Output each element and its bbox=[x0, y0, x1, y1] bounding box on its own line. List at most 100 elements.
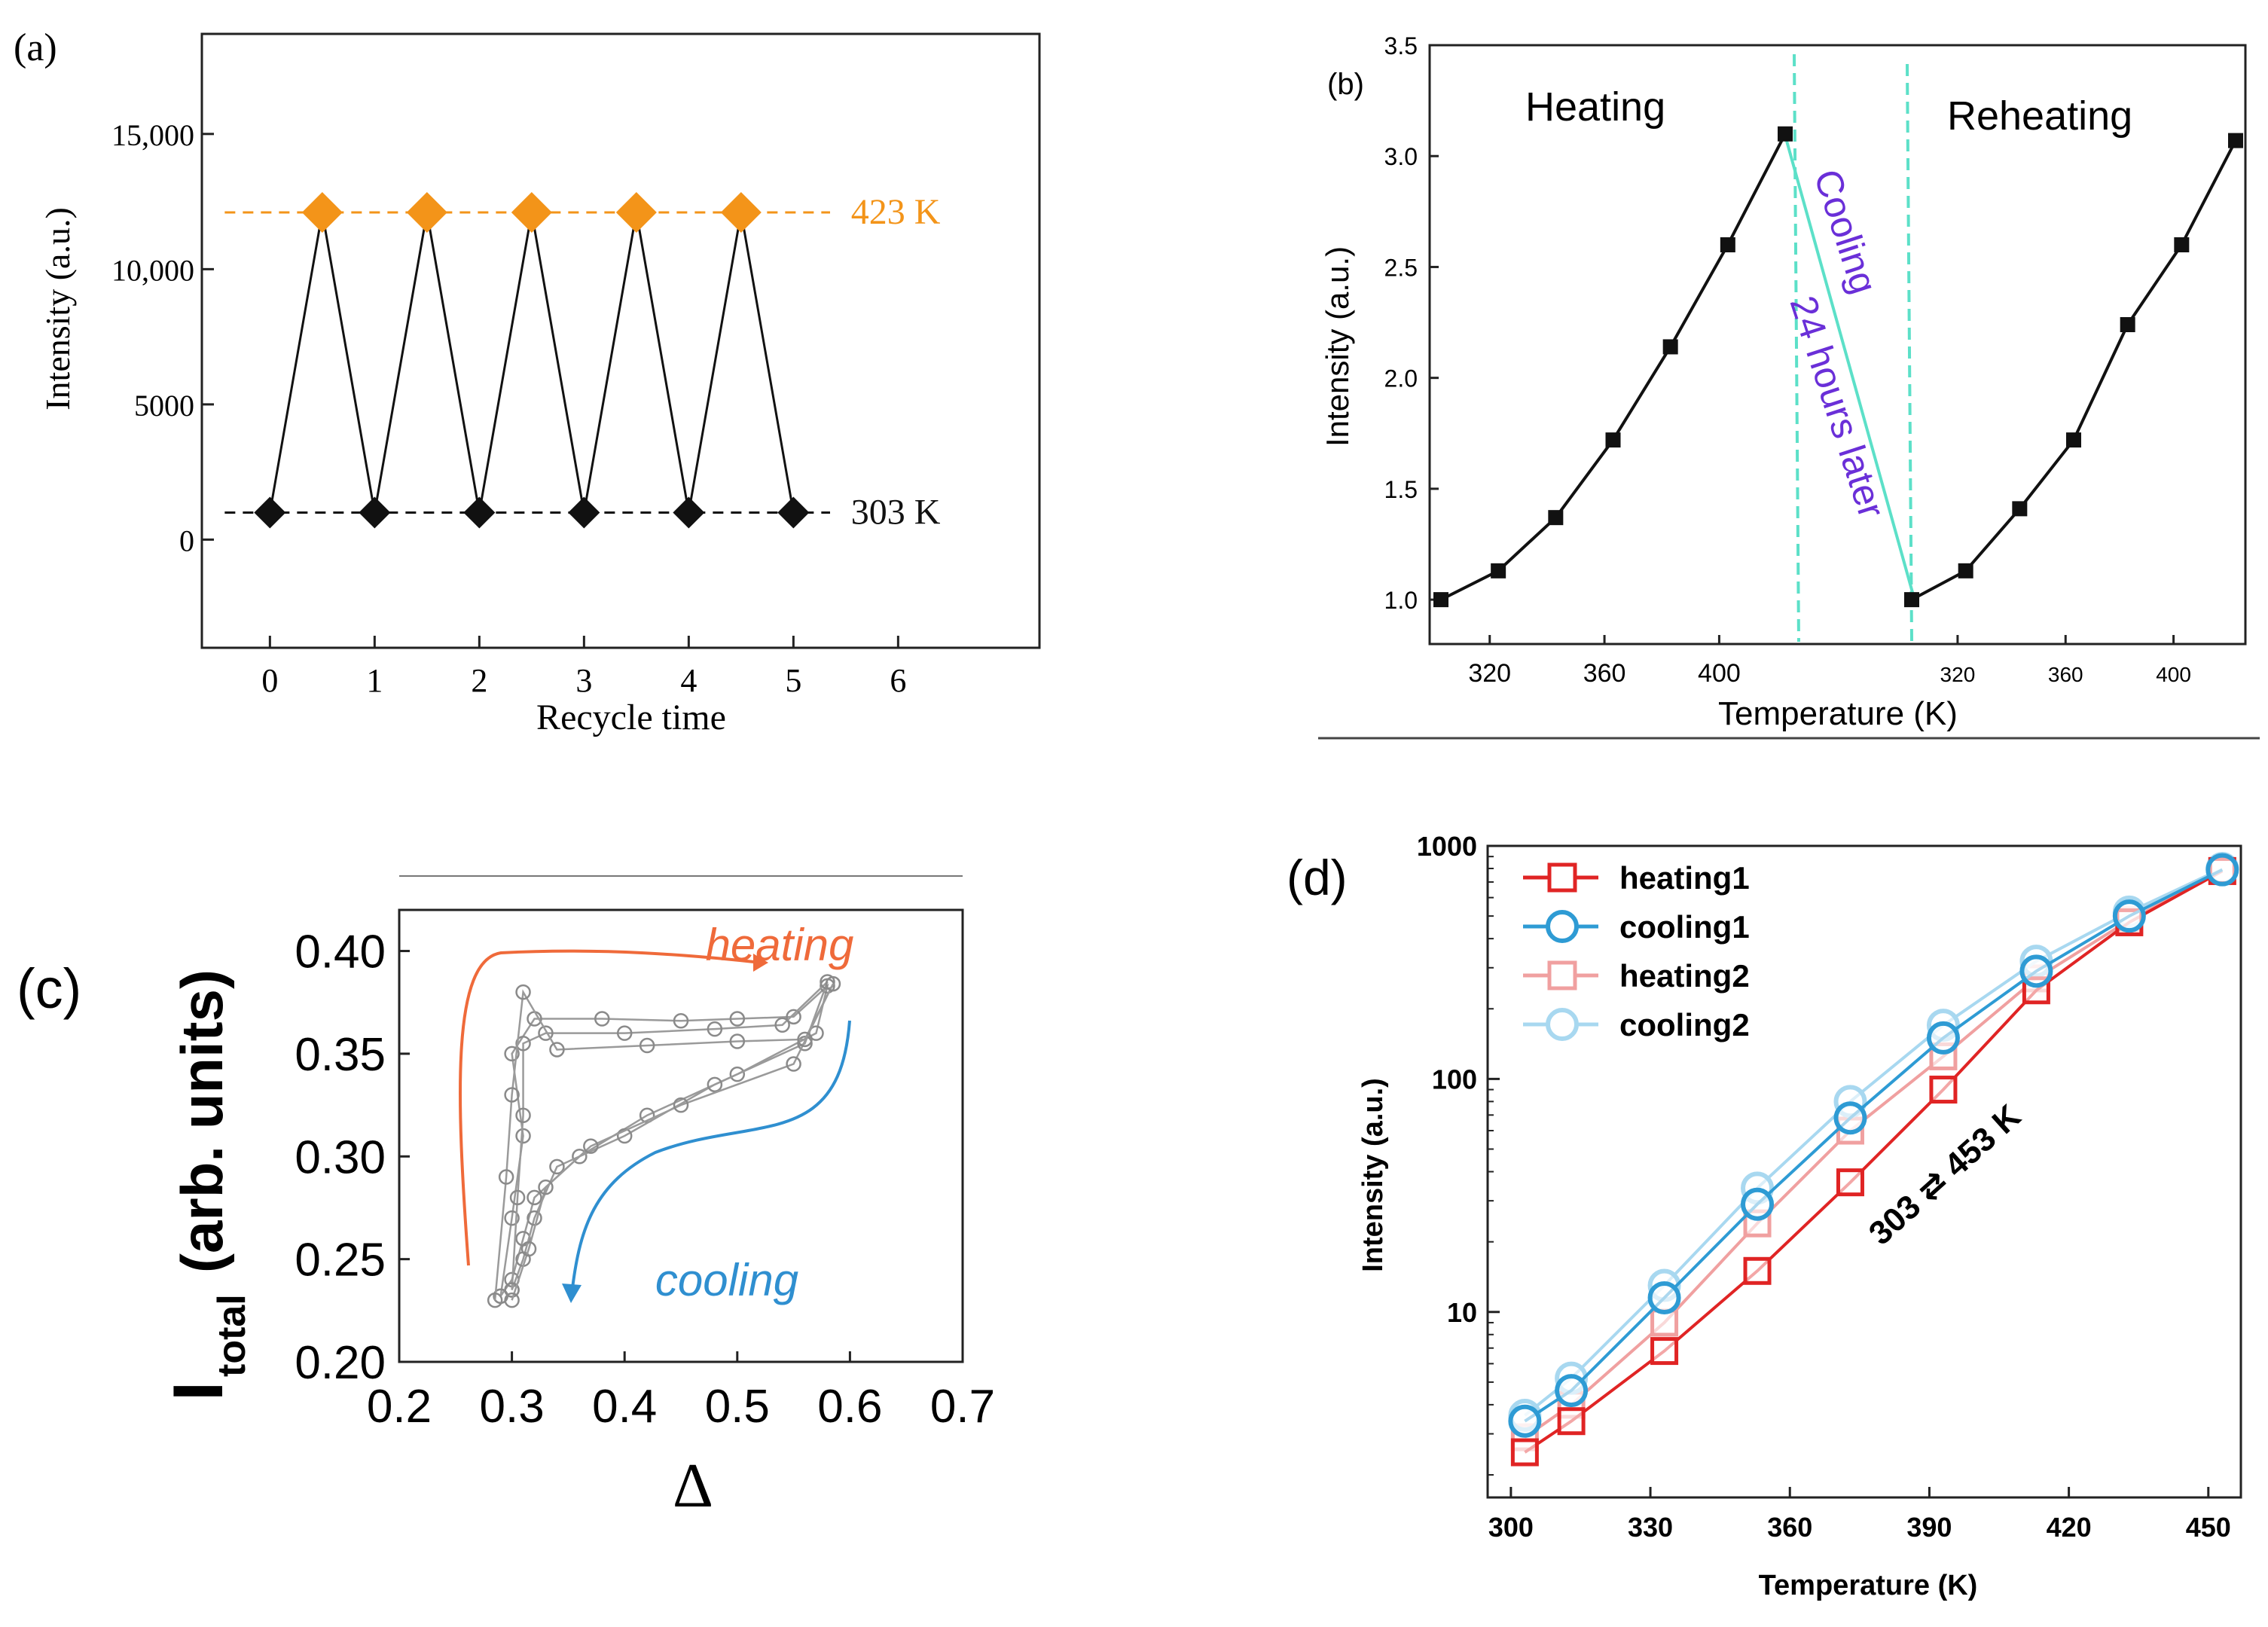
panel-d-range-annotation: 303 ⇄ 453 K bbox=[1862, 1097, 2028, 1252]
panel-b-ytick-label: 1.0 bbox=[1384, 587, 1418, 614]
panel-c-xtick-label: 0.5 bbox=[705, 1381, 770, 1433]
panel-c-loop2-point bbox=[509, 1189, 526, 1206]
panel-a-reference-label: 303 K bbox=[851, 492, 941, 532]
panel-c-loop3-point bbox=[639, 1037, 655, 1054]
panel-a-ylabel: Intensity (a.u.) bbox=[38, 207, 77, 411]
panel-b-label: (b) bbox=[1327, 68, 1364, 101]
panel-a-marker-423K bbox=[511, 191, 552, 233]
panel-c-xtick-label: 0.6 bbox=[817, 1381, 882, 1433]
panel-b-heating-line bbox=[1440, 133, 1787, 601]
panel-d-legend-marker bbox=[1546, 1008, 1579, 1041]
panel-d-xtick-label: 360 bbox=[1767, 1512, 1812, 1543]
panel-b-reheating-marker bbox=[2012, 501, 2028, 517]
panel-d-heating1-marker bbox=[1557, 1407, 1586, 1436]
panel-c-loop3-point bbox=[538, 1179, 554, 1195]
panel-a-ytick-label: 5000 bbox=[134, 389, 194, 423]
panel-a-ytick-label: 0 bbox=[179, 524, 194, 557]
panel-d-legend-marker bbox=[1547, 862, 1577, 893]
panel-c-loop2-point bbox=[538, 1025, 554, 1041]
panel-d-cooling1-marker bbox=[1741, 1187, 1775, 1221]
panel-b-reheating-marker bbox=[2120, 317, 2135, 332]
panel-a: (a) Intensity (a.u.) Recycle time 0 1 2 3 4 5… bbox=[14, 26, 1041, 737]
panel-c-loop3-point bbox=[825, 975, 841, 992]
panel-c-loop3-point bbox=[583, 1138, 599, 1154]
panel-c-loop3-point bbox=[729, 1033, 746, 1049]
panel-b-left-dashed-marker bbox=[1793, 53, 1800, 643]
panel-b-reheating-marker bbox=[1904, 592, 1919, 608]
panel-d-heating1-marker bbox=[1836, 1168, 1864, 1197]
panel-d-heating2-line bbox=[1524, 869, 2224, 1439]
panel-b-ylabel: Intensity (a.u.) bbox=[1320, 246, 1355, 447]
panel-d-legend-label: heating2 bbox=[1619, 958, 1750, 994]
panel-c-ylabel-main: I bbox=[158, 1381, 237, 1401]
panel-c-loop2-point bbox=[504, 1282, 520, 1298]
panel-a-ticks: 0 1 2 3 4 5 6 0 5000 10,000 15,000 bbox=[111, 118, 906, 699]
panel-c-loop3-point bbox=[797, 1031, 813, 1048]
panel-a-marker-303K bbox=[673, 496, 705, 529]
panel-a-line bbox=[268, 212, 795, 513]
panel-c-ytick-label: 0.30 bbox=[295, 1131, 386, 1183]
panel-c-loop2-point bbox=[616, 1025, 633, 1041]
panel-b-heating-marker bbox=[1605, 432, 1621, 448]
panel-b-reheating-marker bbox=[2066, 432, 2081, 448]
panel-a-marker-303K bbox=[254, 496, 286, 529]
panel-b-series bbox=[1433, 126, 2243, 608]
panel-c-loop1-point bbox=[572, 1149, 588, 1165]
panel-c-loop2-point bbox=[549, 1158, 565, 1175]
panel-c-ylabel-rest: (arb. units) bbox=[169, 969, 235, 1273]
panel-c-loop3-point bbox=[520, 1241, 537, 1257]
panel-d-heating1-marker bbox=[1510, 1438, 1539, 1467]
panel-a-frame bbox=[200, 32, 1041, 649]
panel-d-heating1-marker bbox=[1929, 1076, 1958, 1104]
panel-d-xtick-label: 300 bbox=[1488, 1512, 1534, 1543]
panel-c-loop2-point bbox=[616, 1128, 633, 1144]
panel-b-xtick-label: 400 bbox=[1698, 659, 1741, 688]
panel-c-loop3-point bbox=[786, 1056, 801, 1072]
panel-c-loop1-point bbox=[527, 1189, 542, 1206]
panel-c-ylabel-sub: total bbox=[210, 1294, 254, 1377]
panel-b-heating-marker bbox=[1433, 592, 1448, 608]
panel-c-heating-annotation: heating bbox=[706, 920, 854, 970]
panel-c-loop1-point bbox=[594, 1011, 610, 1027]
panel-a-marker-303K bbox=[359, 496, 391, 529]
panel-c-loop2-point bbox=[707, 1076, 723, 1093]
panel-d-xtick-label: 450 bbox=[2186, 1512, 2231, 1543]
panel-c-label: (c) bbox=[17, 957, 81, 1020]
panel-b-heating-marker bbox=[1548, 510, 1564, 526]
panel-c-loop1-point bbox=[673, 1013, 689, 1029]
panel-b-frame bbox=[1428, 44, 2247, 646]
panel-d-ylabel: Intensity (a.u.) bbox=[1357, 1078, 1389, 1272]
panel-c-xtick-label: 0.7 bbox=[930, 1381, 995, 1433]
panel-d-legend-marker bbox=[1546, 910, 1579, 943]
panel-c-loop3-line bbox=[493, 983, 835, 1301]
panel-b: (b) Intensity (a.u.) Temperature (K) Hea… bbox=[1318, 32, 2260, 740]
panel-b-heating-marker bbox=[1491, 563, 1506, 578]
panel-d-ticks: 300 330 360 390 420 450 10 100 1000 bbox=[1417, 831, 2231, 1543]
panel-a-xtick-label: 2 bbox=[471, 662, 487, 699]
panel-c-loop2-point bbox=[515, 1107, 531, 1123]
panel-c-loop1-point bbox=[504, 1045, 520, 1062]
panel-a-xtick-label: 4 bbox=[680, 662, 697, 699]
panel-b-ytick-label: 2.0 bbox=[1384, 365, 1418, 392]
panel-d-cooling1-marker bbox=[2205, 853, 2239, 887]
panel-a-xlabel: Recycle time bbox=[536, 698, 726, 737]
panel-b-reheating-marker bbox=[2228, 133, 2243, 148]
panel-d-cooling1-marker bbox=[1555, 1374, 1589, 1408]
panel-a-xtick-label: 3 bbox=[575, 662, 592, 699]
panel-a-series bbox=[254, 191, 810, 529]
panel-c-heating-arrowhead bbox=[753, 954, 768, 972]
panel-b-heating-marker bbox=[1778, 126, 1793, 142]
panel-d-cooling1-marker bbox=[1508, 1404, 1542, 1438]
panel-c-xtick-label: 0.2 bbox=[367, 1381, 432, 1433]
panel-b-ticks: 1.0 1.5 2.0 2.5 3.0 3.5 320 360 400 320 360 400 bbox=[1384, 32, 2191, 688]
panel-c-xtick-label: 0.4 bbox=[592, 1381, 657, 1433]
panel-b-reheating-line bbox=[1911, 139, 2237, 601]
panel-b-reheating-marker bbox=[1958, 563, 1973, 578]
panel-b-reheating-marker bbox=[2174, 237, 2190, 252]
panel-a-marker-423K bbox=[720, 191, 762, 233]
panel-c-ticks: 0.2 0.3 0.4 0.5 0.6 0.7 0.20 0.25 0.30 0.35 0.40 bbox=[295, 926, 995, 1433]
panel-c-loop1-point bbox=[786, 1009, 801, 1025]
panel-d-cooling1-marker bbox=[1833, 1101, 1867, 1135]
panel-a-marker-303K bbox=[777, 496, 810, 529]
